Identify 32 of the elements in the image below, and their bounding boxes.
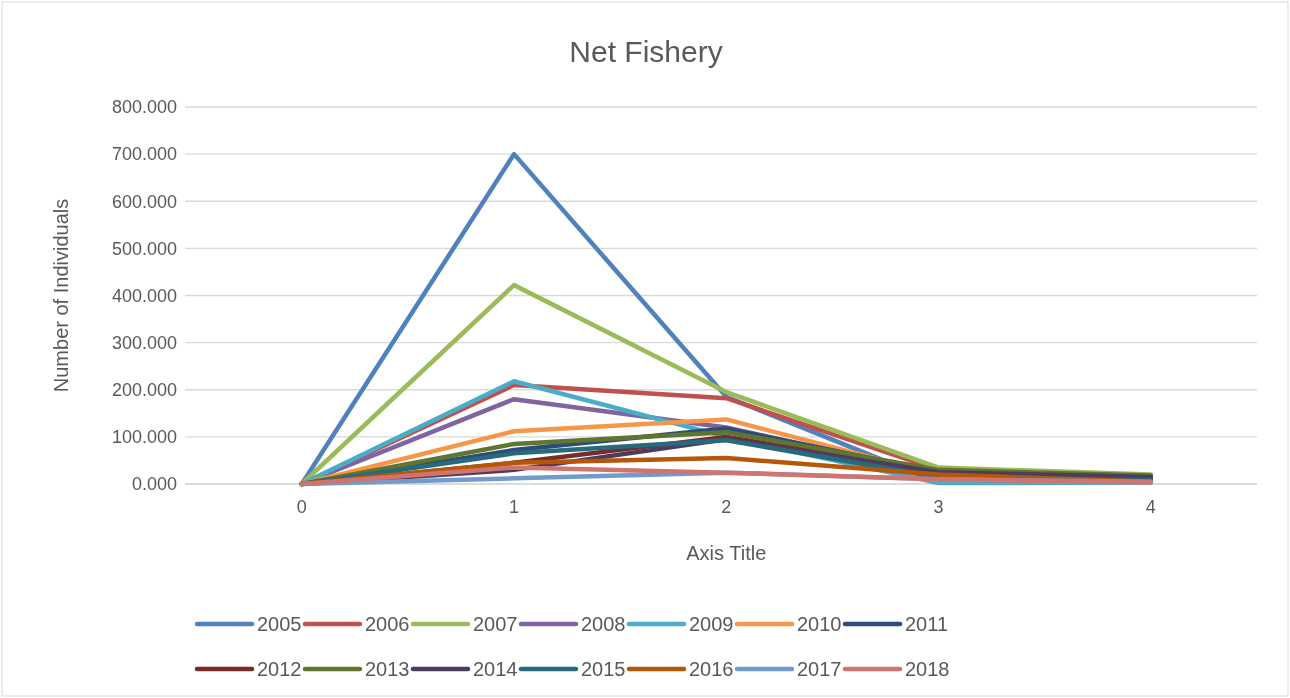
x-tick-label: 2: [721, 497, 732, 517]
x-axis-title: Axis Title: [686, 542, 767, 564]
x-tick-label: 1: [509, 497, 520, 517]
legend-label: 2010: [797, 613, 842, 635]
x-tick-label: 0: [296, 497, 307, 517]
legend-label: 2008: [581, 613, 626, 635]
y-tick-label: 800.000: [111, 97, 177, 118]
legend-label: 2017: [797, 658, 842, 680]
y-tick-label: 0.000: [131, 474, 177, 495]
legend-label: 2009: [689, 613, 734, 635]
y-tick-label: 200.000: [111, 380, 177, 401]
legend-label: 2014: [473, 658, 518, 680]
legend-label: 2018: [905, 658, 950, 680]
legend-label: 2005: [257, 613, 302, 635]
legend-label: 2015: [581, 658, 626, 680]
y-tick-label: 600.000: [111, 191, 177, 212]
y-tick-label: 500.000: [111, 238, 177, 259]
y-axis-title: Number of Individuals: [50, 198, 72, 393]
y-tick-label: 400.000: [111, 285, 177, 306]
chart-title: Net Fishery: [569, 35, 723, 68]
legend-label: 2013: [365, 658, 410, 680]
y-tick-label: 300.000: [111, 332, 177, 353]
legend-label: 2012: [257, 658, 302, 680]
legend-label: 2007: [473, 613, 518, 635]
legend-label: 2016: [689, 658, 734, 680]
line-series: [299, 465, 1154, 487]
legend-label: 2011: [905, 613, 949, 635]
y-tick-label: 700.000: [111, 144, 177, 165]
y-tick-label: 100.000: [111, 427, 177, 448]
x-tick-label: 3: [933, 497, 944, 517]
x-tick-label: 4: [1145, 497, 1156, 517]
legend-label: 2006: [365, 613, 410, 635]
